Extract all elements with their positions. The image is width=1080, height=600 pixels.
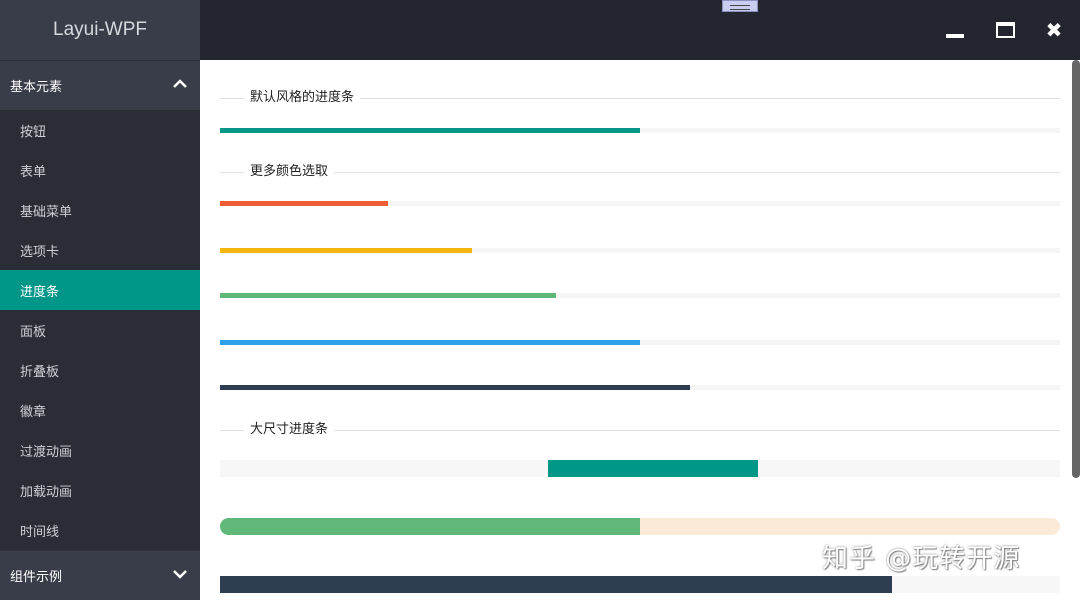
progress-fill <box>220 385 691 390</box>
menu-group-basic[interactable]: 基本元素 <box>0 60 200 110</box>
progress-bar <box>220 340 1060 345</box>
sidebar-item[interactable]: 选项卡 <box>20 244 60 260</box>
drag-handle[interactable] <box>722 0 758 12</box>
section-title: 更多颜色选取 <box>244 163 335 181</box>
sidebar-item[interactable]: 徽章 <box>20 404 47 420</box>
progress-fill <box>220 293 556 298</box>
progress-default <box>220 128 1060 133</box>
sidebar-item[interactable]: 折叠板 <box>20 364 60 380</box>
sidebar-item[interactable]: 基础菜单 <box>20 204 73 220</box>
progress-fill <box>547 460 758 477</box>
maximize-icon <box>995 22 1015 38</box>
group-label: 基本元素 <box>10 80 63 95</box>
sidebar: Layui-WPF 基本元素 按钮表单基础菜单选项卡进度条面板折叠板徽章过渡动画… <box>0 0 200 600</box>
sidebar-item[interactable]: 过渡动画 <box>20 444 73 460</box>
progress-fill <box>220 576 892 593</box>
chevron-down-icon <box>172 568 188 583</box>
section-title: 大尺寸进度条 <box>244 421 335 439</box>
progress-fill <box>220 518 640 535</box>
section-colors: 更多颜色选取 <box>220 163 1060 181</box>
sidebar-item[interactable]: 表单 <box>20 164 47 180</box>
progress-fill <box>220 248 472 253</box>
group-label: 组件示例 <box>10 570 63 585</box>
title-bar: ✖ <box>200 0 1080 60</box>
scrollbar[interactable] <box>1072 60 1080 478</box>
content: 默认风格的进度条 更多颜色选取 大尺寸进度条 <box>200 60 1080 600</box>
large-progress-bar <box>220 518 1060 535</box>
menu-group-components[interactable]: 组件示例 <box>0 550 200 600</box>
minimize-button[interactable] <box>943 18 967 42</box>
app-title: Layui-WPF <box>0 0 200 60</box>
sidebar-item[interactable]: 面板 <box>20 324 47 340</box>
maximize-button[interactable] <box>993 18 1017 42</box>
large-progress-bar <box>220 576 1060 593</box>
section-title: 默认风格的进度条 <box>244 89 361 107</box>
sidebar-item[interactable]: 按钮 <box>20 124 47 140</box>
large-progress-bar <box>220 460 1060 477</box>
sidebar-item[interactable]: 时间线 <box>20 524 60 540</box>
progress-fill <box>220 128 640 133</box>
progress-bar <box>220 293 1060 298</box>
progress-fill <box>220 201 388 206</box>
close-icon: ✖ <box>1045 18 1063 42</box>
section-large: 大尺寸进度条 <box>220 421 1060 439</box>
progress-bar <box>220 248 1060 253</box>
watermark: 知乎 @玩转开源 <box>822 544 1021 574</box>
sidebar-item[interactable]: 加载动画 <box>20 484 73 500</box>
close-button[interactable]: ✖ <box>1042 18 1066 42</box>
minimize-icon <box>946 34 964 38</box>
progress-bar <box>220 385 1060 390</box>
section-default: 默认风格的进度条 <box>220 89 1060 107</box>
progress-fill <box>220 340 640 345</box>
progress-bar <box>220 201 1060 206</box>
chevron-up-icon <box>172 78 188 93</box>
sidebar-item[interactable]: 进度条 <box>0 270 200 310</box>
